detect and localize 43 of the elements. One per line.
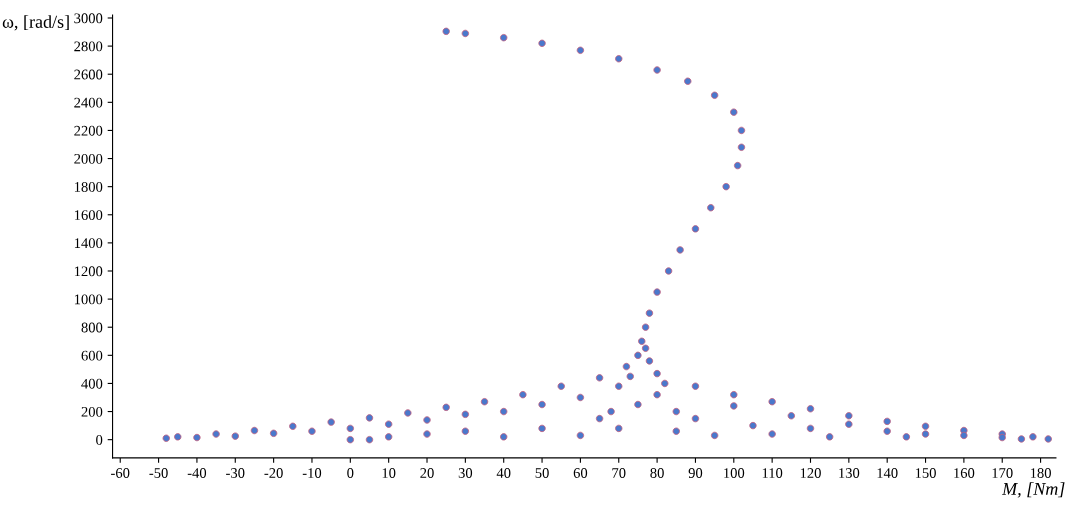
x-tick-label: 20 <box>420 468 434 478</box>
x-tick-label: -30 <box>226 468 245 478</box>
y-tick-label: 1600 <box>74 210 103 220</box>
y-tick-label: 1200 <box>74 266 103 277</box>
x-tick-label: -20 <box>264 468 283 478</box>
x-tick-label: 180 <box>1030 468 1051 478</box>
y-tick-label: 1000 <box>74 294 103 305</box>
x-tick-label: 160 <box>954 468 975 478</box>
x-tick-label: 30 <box>458 468 473 478</box>
x-tick-label: 50 <box>535 468 549 478</box>
y-tick-label: 2200 <box>74 125 103 136</box>
x-tick-label: 80 <box>650 468 664 478</box>
x-tick-label: 60 <box>573 468 588 478</box>
y-tick-label: 2800 <box>74 41 103 52</box>
x-tick-label: -60 <box>111 468 130 478</box>
x-tick-label: -50 <box>149 468 168 478</box>
y-tick-label: 3000 <box>74 13 103 24</box>
x-tick-label: 10 <box>382 468 396 478</box>
x-tick-label: -10 <box>302 468 322 478</box>
y-tick-label: 2400 <box>74 97 103 108</box>
x-tick-label: 130 <box>839 468 860 478</box>
y-tick-label: 200 <box>81 406 103 417</box>
x-tick-label: 70 <box>612 468 626 478</box>
x-tick-label: 170 <box>992 468 1013 478</box>
x-tick-label: 150 <box>915 468 936 478</box>
y-tick-label: 600 <box>81 350 103 361</box>
y-tick-label: 2600 <box>74 69 103 80</box>
x-tick-label: -40 <box>187 468 207 478</box>
x-tick-label: 100 <box>724 468 745 478</box>
x-tick-label: 90 <box>688 468 703 478</box>
x-tick-label: 140 <box>877 468 898 478</box>
x-tick-label: 120 <box>800 468 821 478</box>
x-tick-label: 40 <box>496 468 511 478</box>
y-tick-label: 800 <box>81 322 103 333</box>
y-tick-label: 400 <box>81 378 103 389</box>
x-tick-label: 110 <box>762 468 783 478</box>
y-tick-label: 0 <box>96 435 103 445</box>
x-tick-label: 0 <box>347 468 354 478</box>
y-tick-label: 2000 <box>74 153 103 164</box>
y-tick-label: 1400 <box>74 238 103 249</box>
y-axis-title: ω, [rad/s] <box>2 15 69 31</box>
y-tick-label: 1800 <box>74 182 103 192</box>
x-axis-title: M, [Nm] <box>1001 482 1065 498</box>
